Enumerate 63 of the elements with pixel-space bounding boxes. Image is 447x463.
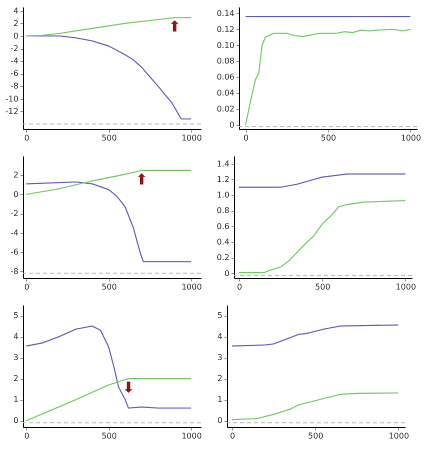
x-tick-label: 1000 <box>396 282 416 292</box>
y-tick-label: 0.10 <box>216 40 234 50</box>
annotation: ⬆ <box>135 170 148 188</box>
y-tick-label: 0 <box>13 190 18 199</box>
y-tick-label: -6 <box>10 248 18 257</box>
y-tick-label: -2 <box>10 209 18 218</box>
x-tick-label: 1000 <box>388 432 410 440</box>
y-tick-label: -8 <box>10 266 18 276</box>
annotation: ⬇ <box>122 378 135 397</box>
x-tick-label: 1000 <box>181 282 202 292</box>
y-tick-label: 0.04 <box>216 88 234 98</box>
y-tick-label: 0.02 <box>216 104 234 114</box>
annotation: ⬆ <box>168 18 181 36</box>
x-tick-label: 500 <box>315 282 330 292</box>
x-tick-label: 0 <box>244 134 249 142</box>
y-tick-label: 0.6 <box>216 222 230 231</box>
x-tick-label: 500 <box>308 432 324 440</box>
x-tick-label: 0 <box>236 282 242 292</box>
x-tick-label: 0 <box>24 134 30 142</box>
x-tick-label: 1000 <box>400 134 422 142</box>
y-tick-label: -2 <box>10 44 18 54</box>
x-tick-label: 500 <box>102 134 117 142</box>
y-tick-label: 1.2 <box>216 174 230 184</box>
x-tick-label: 0 <box>24 282 30 292</box>
x-tick-label: 1000 <box>181 134 202 142</box>
y-tick-label: 1.0 <box>216 190 230 200</box>
y-tick-label: 0 <box>13 31 18 40</box>
y-tick-label: 3 <box>217 353 222 362</box>
x-tick-label: 0 <box>24 432 30 440</box>
y-tick-label: 0 <box>224 268 230 278</box>
y-tick-label: 5 <box>217 311 222 320</box>
y-tick-label: -12 <box>5 106 18 116</box>
y-tick-label: 1 <box>13 395 18 404</box>
y-tick-label: -6 <box>10 69 18 78</box>
y-tick-label: 4 <box>217 332 222 342</box>
y-tick-label: 0 <box>229 120 234 130</box>
y-tick-label: -4 <box>10 228 18 238</box>
y-tick-label: 2 <box>217 374 222 384</box>
x-tick-label: 1000 <box>181 432 202 440</box>
y-tick-label: 2 <box>13 374 18 384</box>
y-tick-label: -8 <box>10 82 18 91</box>
y-tick-label: -4 <box>10 56 18 66</box>
y-tick-label: 0.08 <box>216 56 234 66</box>
y-tick-label: 4 <box>13 332 18 342</box>
y-tick-label: 0 <box>217 416 222 426</box>
y-tick-label: 1.4 <box>216 159 230 168</box>
y-tick-label: 0.2 <box>216 253 230 262</box>
x-tick-label: 500 <box>320 134 336 142</box>
y-tick-label: 0.14 <box>216 8 234 18</box>
y-tick-label: 5 <box>13 311 18 320</box>
y-tick-label: 0.4 <box>216 238 230 247</box>
x-tick-label: 500 <box>102 432 117 440</box>
y-tick-label: 0.06 <box>216 72 234 82</box>
y-tick-label: 0.12 <box>216 24 234 34</box>
y-tick-label: 2 <box>13 170 18 180</box>
y-tick-label: 3 <box>13 353 18 362</box>
y-tick-label: 0.8 <box>216 206 230 216</box>
x-tick-label: 500 <box>102 282 117 292</box>
y-tick-label: 2 <box>13 18 18 28</box>
y-tick-label: 4 <box>13 6 18 16</box>
y-tick-label: -10 <box>5 94 18 104</box>
y-tick-label: 1 <box>217 395 222 404</box>
y-tick-label: 0 <box>13 416 18 426</box>
